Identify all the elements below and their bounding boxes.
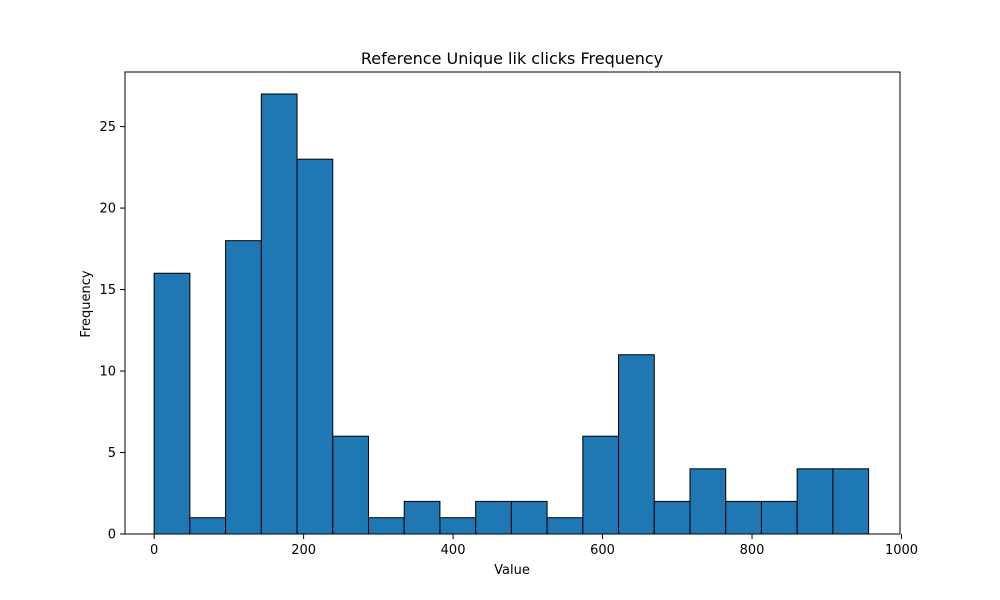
histogram-bar-19: [832, 468, 870, 535]
x-axis-label: Value: [494, 563, 530, 578]
y-axis: 0 5 10 15 20 25: [99, 120, 125, 543]
y-tick-label-4: 20: [99, 202, 116, 217]
x-tick-label-0: 0: [150, 543, 158, 558]
histogram-bar-14: [653, 500, 691, 535]
histogram-bar-2: [225, 240, 262, 535]
histogram-bar-12: [582, 435, 620, 535]
histogram-bar-5: [332, 435, 369, 535]
histogram-bar-6: [367, 517, 405, 535]
histogram-bar-1: [189, 517, 227, 535]
y-tick-label-2: 10: [99, 365, 116, 380]
x-tick-label-2: 400: [441, 543, 466, 558]
y-tick-label-3: 15: [99, 283, 116, 298]
histogram-bar-4: [296, 158, 334, 535]
x-axis: 0 200 400 600 800 1000: [150, 534, 918, 558]
histogram-bar-7: [403, 500, 441, 535]
histogram-bar-18: [796, 468, 834, 535]
x-tick-label-1: 200: [291, 543, 316, 558]
chart-title: Reference Unique lik clicks Frequency: [361, 49, 663, 68]
histogram-bar-17: [760, 500, 798, 535]
y-tick-label-5: 25: [99, 120, 116, 135]
y-tick-label-0: 0: [108, 528, 116, 543]
y-axis-label: Frequency: [79, 270, 94, 337]
histogram-bar-3: [260, 93, 298, 535]
histogram-bar-16: [725, 500, 762, 535]
x-tick-label-5: 1000: [885, 543, 918, 558]
x-tick-label-3: 600: [590, 543, 615, 558]
x-tick-label-4: 800: [740, 543, 765, 558]
histogram-bar-11: [546, 517, 584, 535]
histogram-bar-8: [439, 517, 477, 535]
bars-group: [153, 93, 870, 535]
histogram-bar-13: [618, 354, 655, 535]
y-tick-label-1: 5: [108, 446, 116, 461]
histogram-bar-0: [153, 272, 191, 535]
histogram-bar-15: [689, 468, 727, 535]
histogram-bar-10: [510, 500, 548, 535]
histogram-bar-9: [475, 500, 512, 535]
plot-frame: [124, 71, 901, 535]
